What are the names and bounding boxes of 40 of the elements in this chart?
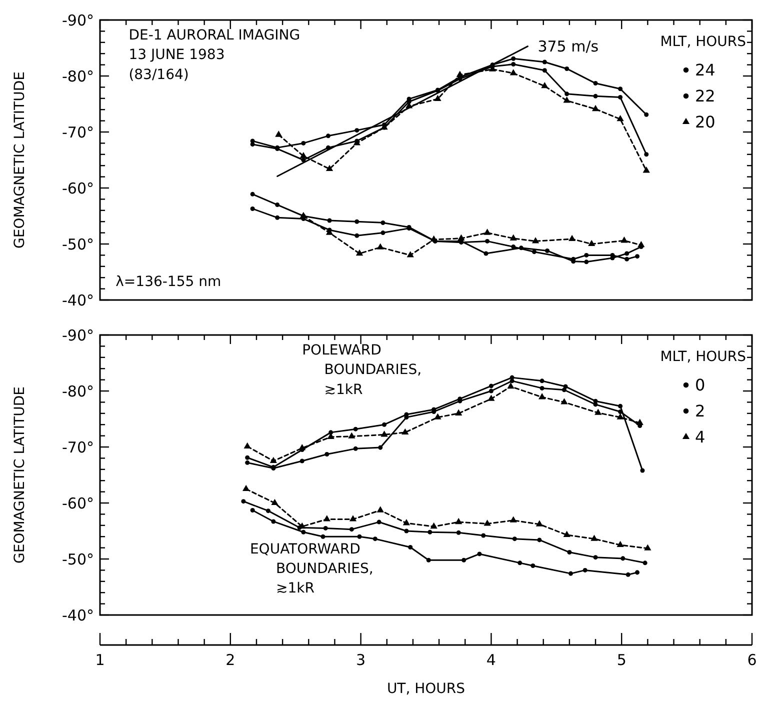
legend-label: 2 — [695, 402, 706, 421]
x-tick-label: 3 — [356, 651, 366, 669]
y-tick-label: -40° — [62, 291, 94, 310]
annotation: 375 m/s — [538, 38, 599, 56]
y-tick-label: -50° — [62, 550, 94, 568]
y-tick-label: -90° — [62, 11, 94, 30]
legend-label: 4 — [695, 428, 706, 447]
y-tick-label: -60° — [62, 494, 94, 512]
annotation: ≳1kR — [276, 580, 315, 597]
y-tick-label: -70° — [62, 438, 94, 456]
annotation: (83/164) — [128, 66, 189, 83]
annotation: EQUATORWARD — [250, 541, 360, 558]
x-tick-label: 6 — [747, 651, 757, 669]
y-tick-label: -80° — [62, 67, 94, 86]
x-tick-label: 1 — [95, 651, 105, 669]
annotation: POLEWARD — [302, 342, 382, 359]
annotation: ≳1kR — [324, 382, 364, 398]
legend-label: 20 — [695, 112, 716, 132]
legend-label: 24 — [695, 60, 716, 80]
y-axis-title: GEOMAGNETIC LATITUDE — [12, 72, 28, 248]
y-tick-label: -60° — [62, 179, 94, 198]
annotation: 13 JUNE 1983 — [128, 47, 225, 64]
x-axis-title: UT, HOURS — [386, 681, 466, 697]
y-tick-label: -70° — [62, 123, 94, 142]
annotation: DE-1 AURORAL IMAGING — [128, 28, 300, 44]
legend-title: MLT, HOURS — [660, 34, 746, 50]
annotation: BOUNDARIES, — [324, 362, 422, 378]
y-tick-label: -50° — [62, 235, 94, 254]
legend-label: 22 — [695, 86, 716, 106]
x-tick-label: 4 — [486, 651, 496, 669]
annotation: λ=136-155 nm — [116, 274, 222, 290]
legend-title: MLT, HOURS — [660, 349, 746, 365]
y-tick-label: -90° — [62, 326, 94, 344]
y-axis-title: GEOMAGNETIC LATITUDE — [12, 386, 28, 564]
legend-label: 0 — [695, 376, 706, 395]
y-tick-label: -80° — [62, 382, 94, 400]
y-tick-label: -40° — [62, 606, 94, 624]
x-tick-label: 5 — [616, 651, 626, 669]
annotation: BOUNDARIES, — [276, 561, 374, 577]
x-tick-label: 2 — [226, 651, 236, 669]
